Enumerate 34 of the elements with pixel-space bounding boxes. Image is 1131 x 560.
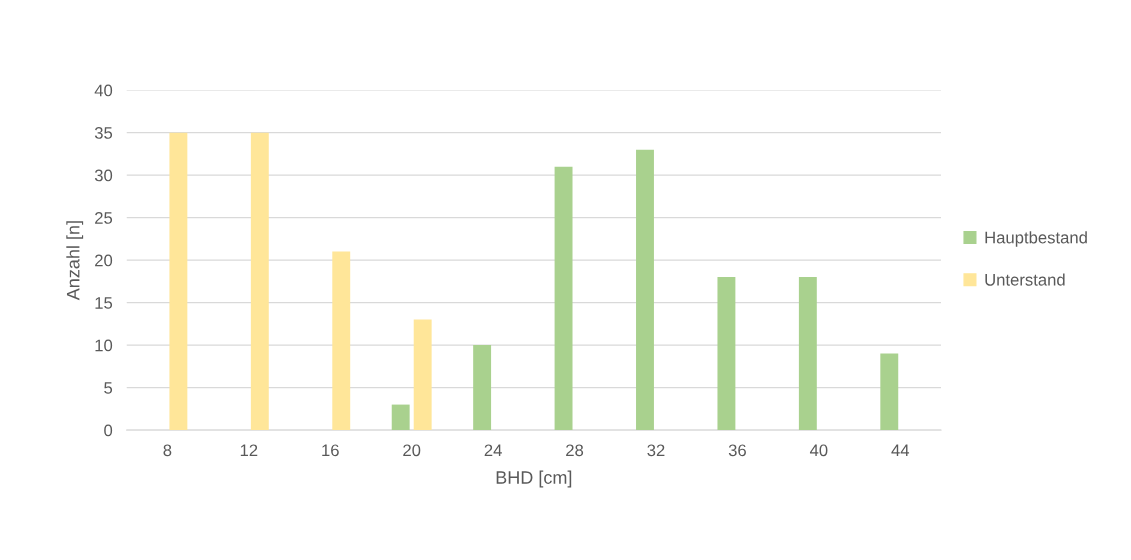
x-tick-label: 32 [647,444,665,457]
y-tick-label: 25 [95,212,113,224]
x-tick-label: 36 [728,444,746,457]
bar [636,149,654,431]
x-tick-label: 12 [240,444,258,457]
x-tick-label: 8 [163,444,172,457]
x-tick-label: 24 [484,444,502,457]
x-tick-label: 16 [322,444,339,457]
bar [169,132,188,431]
x-tick-label: 28 [566,444,584,457]
y-tick-label: 40 [94,84,113,97]
x-tick-label: 44 [891,444,910,457]
y-axis-title: Anzahl [n] [66,221,84,301]
bar [554,166,573,431]
y-tick-label: 15 [95,297,113,309]
y-tick-label: 20 [95,254,113,267]
bar [880,353,899,431]
bar [391,404,410,431]
legend-label: Unterstand [985,273,1065,286]
x-axis-title: BHD [cm] [496,470,572,488]
y-tick-label: 0 [104,424,113,437]
bar [798,277,817,431]
bar [332,251,351,431]
legend-label: Hauptbestand [985,231,1087,247]
x-tick-label: 20 [403,444,421,457]
y-tick-label: 30 [94,169,113,182]
y-tick-label: 5 [104,382,113,394]
bar [717,277,736,431]
bar [413,319,432,431]
bar [250,132,269,431]
bar [473,345,492,431]
y-tick-label: 35 [94,127,113,139]
y-tick-label: 10 [95,339,113,352]
x-tick-label: 40 [809,444,828,457]
